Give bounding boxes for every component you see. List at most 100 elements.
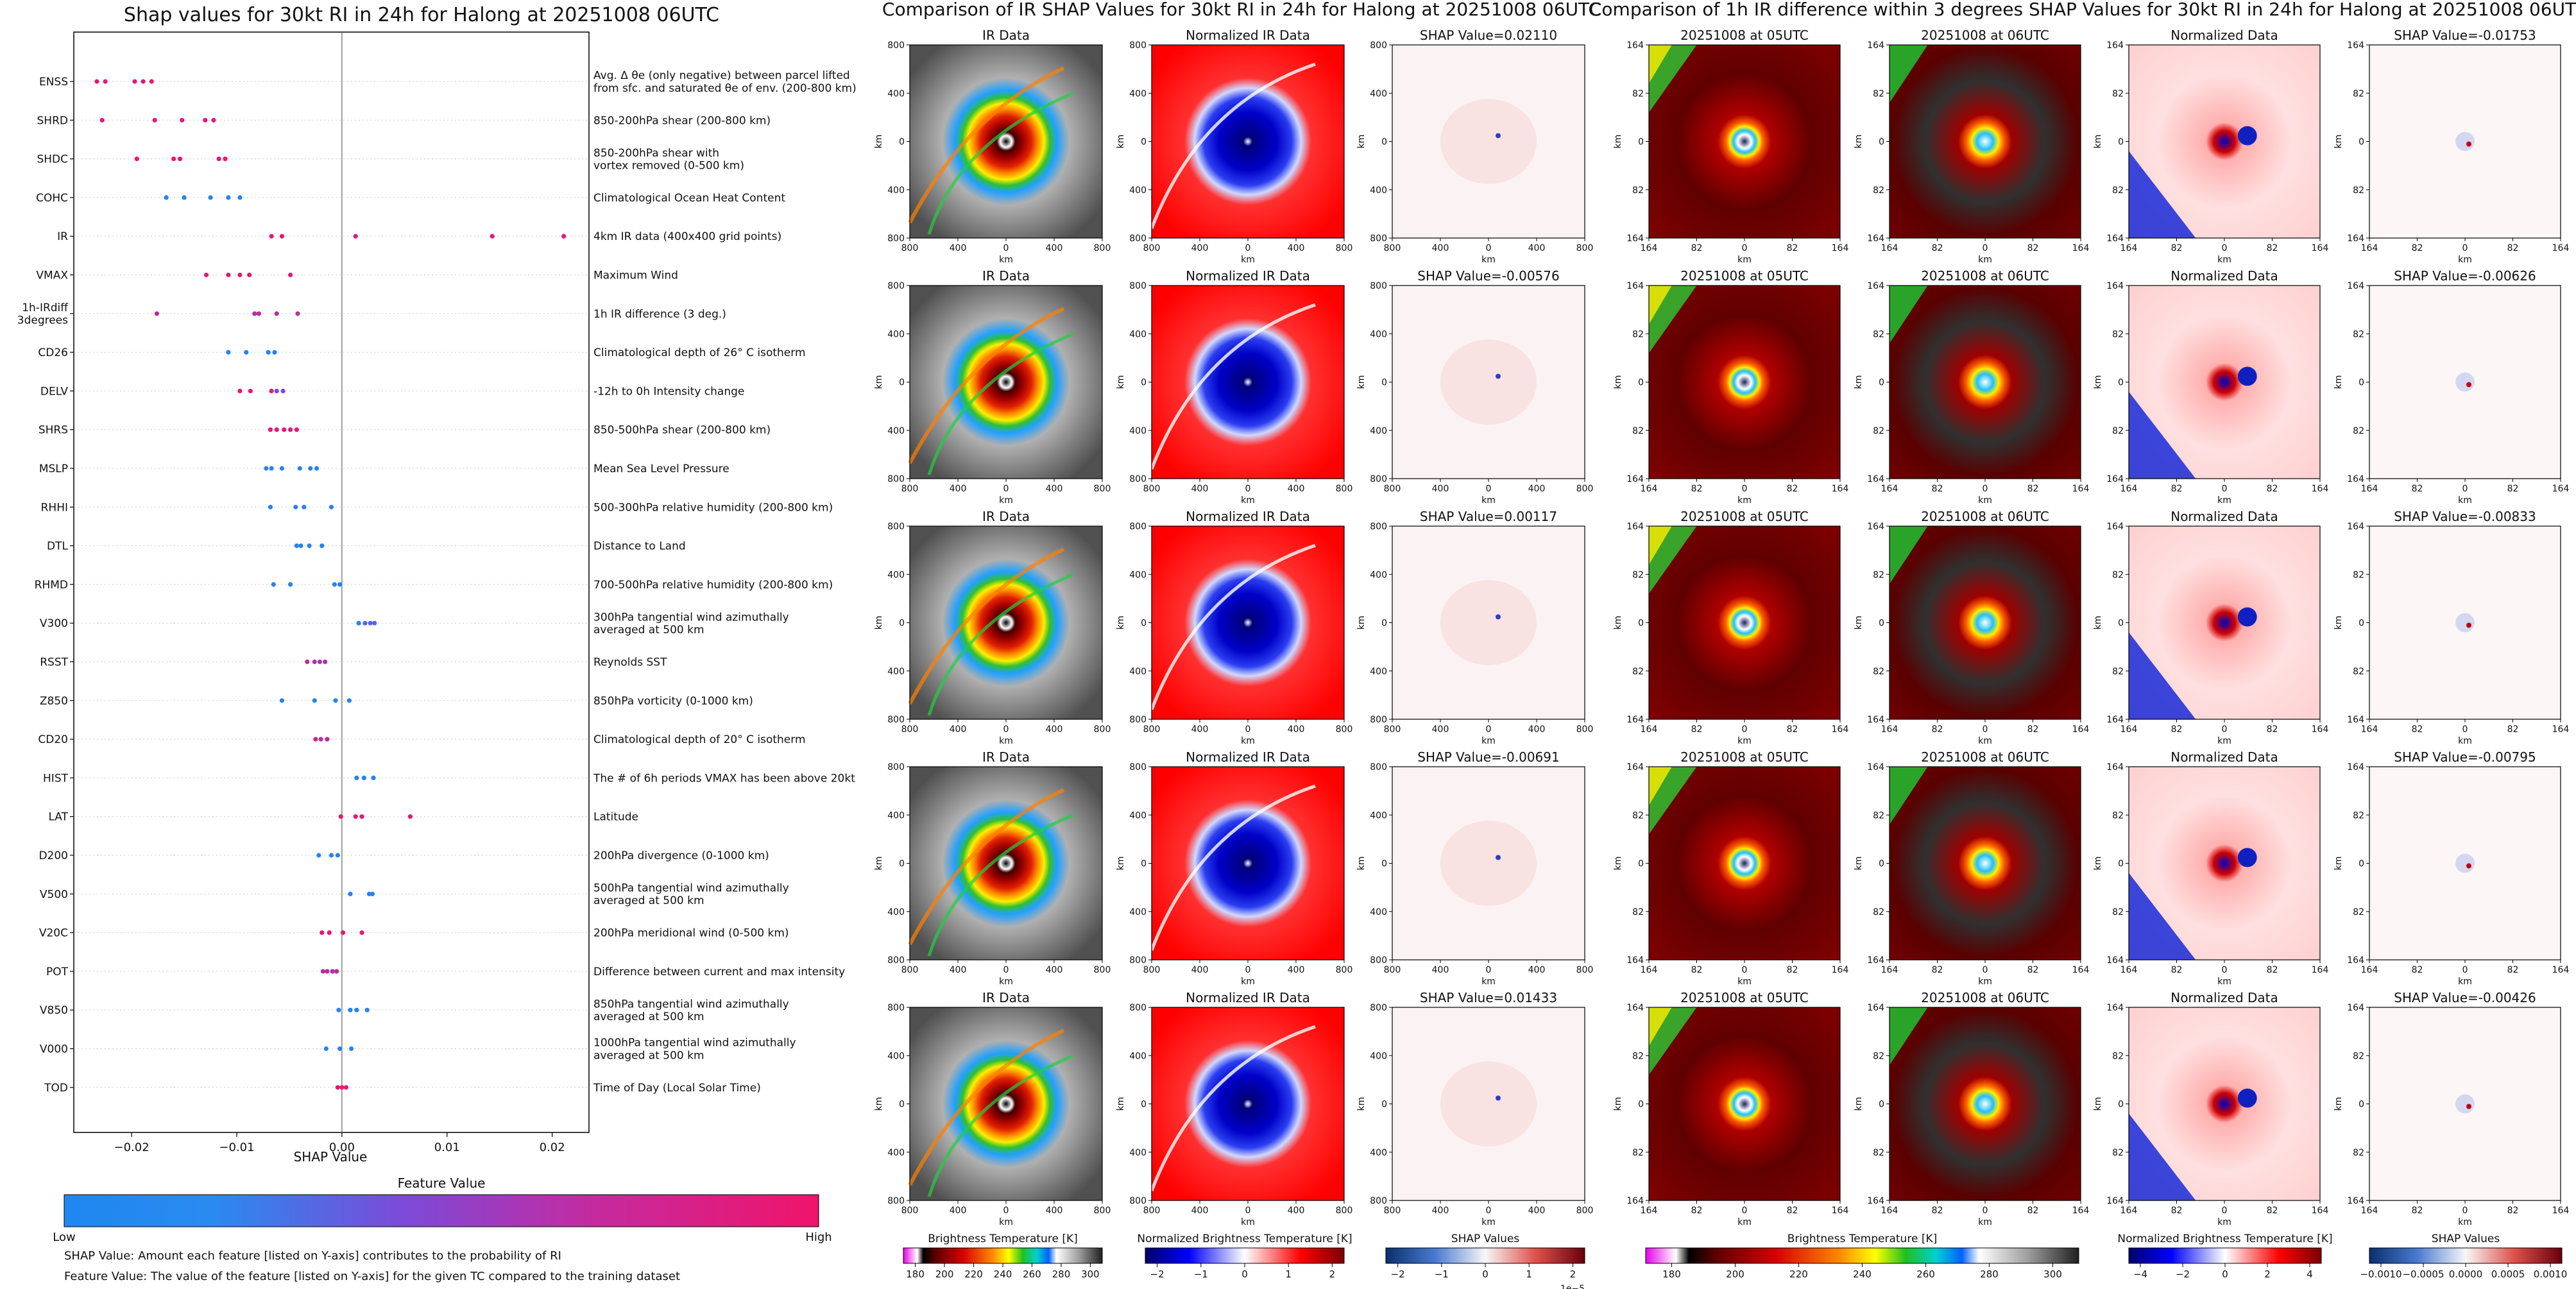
xlabel: km [999, 736, 1013, 746]
ytick-label: 82 [2112, 570, 2124, 580]
xlabel: km [1978, 1217, 1992, 1227]
rainband [927, 813, 1074, 957]
colorbar-title: Feature Value [398, 1175, 486, 1191]
subplot-title: 20251008 at 05UTC [1680, 509, 1809, 524]
feature-label-RHMD: RHMD [35, 579, 68, 592]
ylabel: km [1356, 1097, 1367, 1111]
feature-description: Latitude [593, 811, 638, 824]
xtick-label: 82 [2267, 965, 2278, 975]
ytick-label: 400 [1370, 329, 1387, 339]
ylabel: km [874, 135, 884, 149]
xtick-label: 0 [1742, 965, 1748, 975]
image-subplot: 20251008 at 06UTC1641648282008282164164k… [1854, 509, 2089, 746]
ytick-label: 164 [1867, 762, 1884, 773]
ir-corner [1889, 1007, 1928, 1066]
xtick-label: 400 [1432, 724, 1449, 735]
xtick-label: 164 [2552, 1206, 2570, 1216]
image-subplot: 20251008 at 06UTC1641648282008282164164k… [1854, 990, 2089, 1227]
shap-point-V20C [327, 930, 332, 935]
feature-description: Reynolds SST [593, 656, 667, 669]
ir-corner [1889, 45, 1928, 103]
ytick-label: 82 [2112, 667, 2124, 677]
shap-point-POT [334, 969, 339, 974]
ytick-label: 400 [887, 570, 905, 580]
ytick-label: 164 [1626, 715, 1644, 725]
xtick-label: 400 [1528, 1206, 1546, 1216]
feature-colorbar [64, 1194, 819, 1227]
xtick-label: 164 [1881, 243, 1898, 253]
ytick-label: 164 [2347, 955, 2364, 966]
xtick-label: 82 [1691, 965, 1703, 975]
xtick-label: 82 [1932, 484, 1943, 494]
xtick-label: 800 [1336, 724, 1353, 735]
xtick-label: 400 [950, 484, 967, 494]
xtick-label: 800 [1094, 243, 1111, 253]
xtick-label: 82 [2171, 965, 2183, 975]
shap-point-ENSS [103, 79, 108, 84]
xtick-label: 82 [1787, 243, 1798, 253]
xlabel: km [2458, 1217, 2472, 1227]
ylabel: km [1613, 375, 1623, 389]
xtick-label: 0 [1486, 724, 1492, 735]
rainband [927, 1054, 1074, 1197]
xtick-label: 0 [1245, 724, 1251, 735]
xtick-label: 164 [2072, 484, 2090, 494]
xlabel: km [1241, 977, 1255, 987]
shap-point-RHHI [328, 504, 334, 509]
ylabel: km [1854, 135, 1864, 149]
xtick-label: 82 [1932, 724, 1943, 735]
rainband [908, 307, 1065, 465]
colorbar-exponent: 1e−5 [1560, 1284, 1585, 1289]
shap-blob [2466, 382, 2471, 388]
feature-description: 1000hPa tangential wind azimuthally avera… [593, 1037, 796, 1063]
shap-point-1h-IRdiff-3degrees [256, 311, 262, 316]
xtick-label: 82 [1932, 965, 1943, 975]
shap-point-IR [269, 234, 274, 239]
colorbar-tick-label: −0.0010 [2360, 1268, 2401, 1280]
xtick-label: 164 [1881, 724, 1898, 735]
rainband [927, 332, 1074, 475]
xlabel: km [1241, 255, 1255, 265]
colorbar-high: High [805, 1231, 832, 1244]
xtick-label: 82 [2171, 724, 2183, 735]
image-subplot: 20251008 at 05UTC1641648282008282164164k… [1613, 268, 1848, 506]
subplot-title: Normalized Data [2171, 509, 2278, 524]
colorbar-tick-label: 4 [2307, 1268, 2313, 1280]
ytick-label: 0 [2118, 378, 2124, 388]
shap-point-SHRS [282, 427, 287, 432]
feature-description: 850-500hPa shear (200-800 km) [593, 424, 771, 437]
rainband [908, 547, 1065, 705]
ytick-label: 0 [899, 619, 905, 629]
colorbar-tick-label: 0.0010 [2534, 1268, 2568, 1280]
ytick-label: 800 [887, 762, 905, 773]
xtick-label: 164 [2120, 243, 2138, 253]
xtick-label: 400 [950, 965, 967, 975]
subplot-title: 20251008 at 06UTC [1921, 28, 2049, 43]
ir-corner [1649, 45, 1672, 84]
ytick-label: 0 [1879, 859, 1884, 869]
shap-point-COHC [182, 195, 187, 200]
colorbar-label: SHAP Values [2432, 1233, 2500, 1245]
xtick-label: 164 [2552, 965, 2570, 975]
feature-label-LAT: LAT [48, 811, 68, 824]
subplot-title: Normalized Data [2171, 990, 2278, 1005]
ytick-label: 800 [1129, 40, 1147, 51]
ytick-label: 0 [899, 859, 905, 869]
shap-point-COHC [164, 195, 169, 200]
subplot-title: Normalized IR Data [1186, 990, 1310, 1005]
shap-point-RHMD [332, 582, 337, 587]
colorbar-tick-label: 0 [2222, 1268, 2228, 1280]
xtick-label: 0 [2462, 243, 2468, 253]
xlabel: km [1737, 1217, 1752, 1227]
ir-corner [1649, 286, 1672, 325]
feature-label-TOD: TOD [44, 1082, 68, 1095]
image-subplot: 20251008 at 06UTC1641648282008282164164k… [1854, 268, 2089, 506]
colorbar-label: Brightness Temperature [K] [1787, 1233, 1937, 1245]
ytick-label: 164 [2347, 522, 2364, 532]
image-subplot: Normalized Data1641648282008282164164kmk… [2093, 749, 2328, 987]
shap-blob [2455, 613, 2475, 633]
ytick-label: 400 [1129, 570, 1147, 580]
ytick-label: 0 [2358, 859, 2364, 869]
image-subplot: 20251008 at 05UTC1641648282008282164164k… [1613, 28, 1848, 265]
